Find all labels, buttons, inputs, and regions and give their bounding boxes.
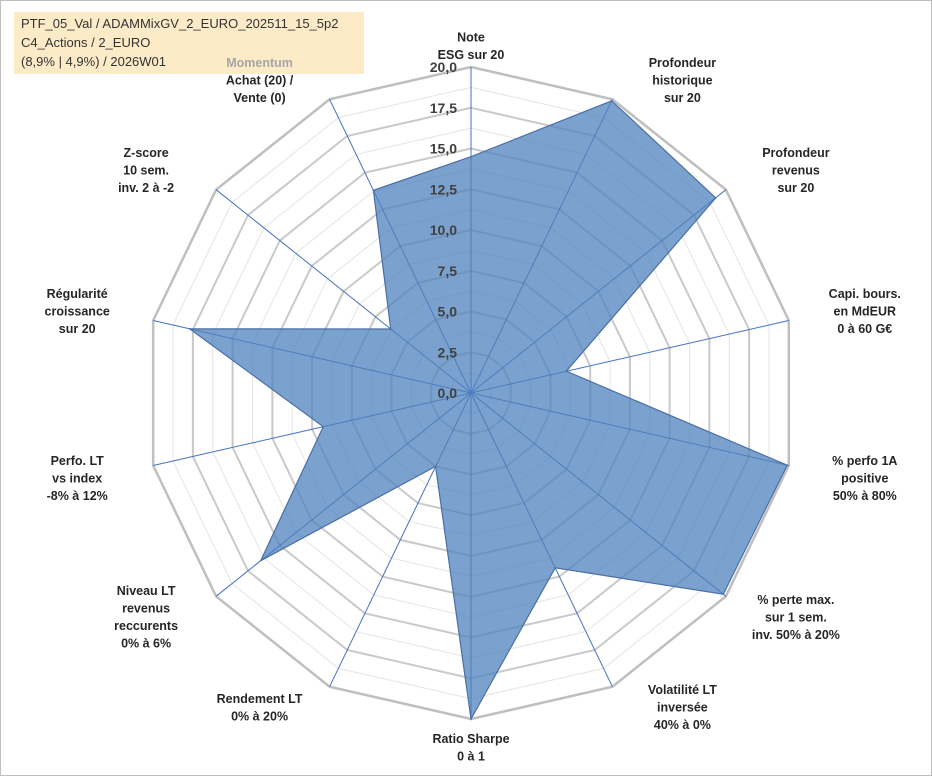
axis-label: 50% à 80% <box>833 489 897 503</box>
axis-label: Rendement LT <box>217 692 303 706</box>
axis-label: Profondeur <box>649 56 716 70</box>
axis-label: reccurents <box>114 619 178 633</box>
data-point <box>714 197 717 199</box>
axis-label: sur 1 sem. <box>765 610 827 624</box>
data-point <box>554 567 556 569</box>
axis-label: sur 20 <box>777 181 814 195</box>
data-point <box>188 328 191 330</box>
data-point <box>259 559 262 562</box>
tick-label: 0,0 <box>438 385 458 401</box>
data-point <box>470 155 472 158</box>
axis-label: 0 à 1 <box>457 750 485 764</box>
data-point <box>389 328 392 330</box>
data-point <box>322 425 325 428</box>
radial-tick-labels: 0,0 2,5 5,0 7,5 10,0 12,5 15,0 17,5 20,0 <box>430 59 457 401</box>
axis-label: en MdEUR <box>834 305 897 319</box>
data-point <box>786 464 788 467</box>
axis-label: Ratio Sharpe <box>432 732 509 746</box>
data-point <box>722 593 725 595</box>
tick-label: 17,5 <box>430 100 457 116</box>
axis-label: 10 sem. <box>123 164 169 178</box>
axis-label: Profondeur <box>762 146 829 160</box>
data-point <box>470 718 472 720</box>
axis-label: vs index <box>52 472 102 486</box>
tick-label: 5,0 <box>438 304 458 320</box>
axis-label: % perfo 1A <box>832 454 897 468</box>
axis-label: sur 20 <box>664 91 701 105</box>
axis-label: sur 20 <box>59 322 96 336</box>
axis-label: 0 à 60 G€ <box>837 322 892 336</box>
axis-label: Niveau LT <box>117 584 176 598</box>
axis-label: Note <box>457 31 485 45</box>
axis-label: croissance <box>45 305 110 319</box>
portfolio-category: C4_Actions / 2_EURO <box>21 35 151 50</box>
radar-series <box>187 100 789 721</box>
axis-label: Perfo. LT <box>51 454 105 468</box>
axis-label: Momentum <box>226 56 293 70</box>
axis-label: Achat (20) / <box>226 73 294 87</box>
tick-label: 2,5 <box>438 344 458 360</box>
axis-label: revenus <box>122 602 170 616</box>
axis-label: inv. 50% à 20% <box>752 628 840 642</box>
axis-label: 0% à 20% <box>231 710 288 724</box>
tick-label: 20,0 <box>430 59 457 75</box>
tick-label: 15,0 <box>430 141 457 157</box>
data-point <box>434 465 437 468</box>
data-point <box>610 100 613 102</box>
axis-label: positive <box>841 472 888 486</box>
axis-label: inversée <box>657 701 708 715</box>
data-point <box>565 370 568 373</box>
axis-labels: Note ESG sur 20 Profondeur historique sur 20… <box>45 31 901 764</box>
axis-label: Z-score <box>124 146 169 160</box>
axis-label: -8% à 12% <box>47 489 108 503</box>
axis-label: % perte max. <box>757 593 834 607</box>
portfolio-stats: (8,9% | 4,9%) / 2026W01 <box>21 54 167 69</box>
axis-label: ESG sur 20 <box>438 48 505 62</box>
axis-label: historique <box>652 73 712 87</box>
series-area <box>187 100 789 721</box>
axis-label: Volatilité LT <box>648 683 717 697</box>
axis-label: inv. 2 à -2 <box>118 181 174 195</box>
axis-label: 40% à 0% <box>654 718 711 732</box>
axis-label: 0% à 6% <box>121 637 171 651</box>
tick-label: 10,0 <box>430 222 457 238</box>
portfolio-name: PTF_05_Val / ADAMMixGV_2_EURO_202511_15_… <box>21 16 339 31</box>
tick-label: 12,5 <box>430 181 457 197</box>
axis-label: Capi. bours. <box>829 287 901 301</box>
portfolio-header: PTF_05_Val / ADAMMixGV_2_EURO_202511_15_… <box>14 12 364 74</box>
axis-label: Vente (0) <box>234 91 286 105</box>
axis-label: Régularité <box>47 287 108 301</box>
data-point <box>372 189 375 192</box>
tick-label: 7,5 <box>438 263 458 279</box>
axis-label: revenus <box>772 164 820 178</box>
